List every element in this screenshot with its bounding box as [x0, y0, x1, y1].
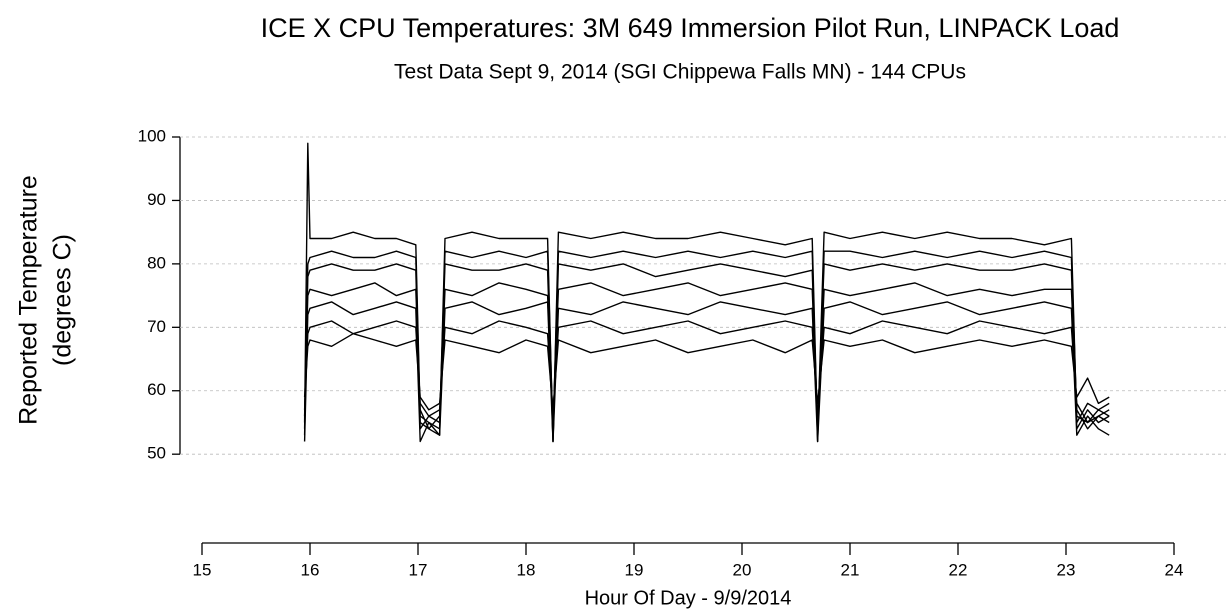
x-tick-label: 18 — [517, 560, 536, 579]
chart-subtitle: Test Data Sept 9, 2014 (SGI Chippewa Fal… — [394, 61, 966, 84]
x-tick-label: 16 — [301, 560, 320, 579]
x-tick-label: 15 — [193, 560, 212, 579]
series-line — [303, 263, 1110, 443]
series-line — [303, 333, 1110, 411]
series-line — [303, 142, 1110, 443]
series-line — [303, 301, 1110, 443]
y-tick-label: 90 — [147, 190, 166, 209]
y-tick-label: 60 — [147, 380, 166, 399]
series-line — [303, 250, 1110, 443]
y-tick-label: 80 — [147, 253, 166, 272]
y-axis-label: (degrees C) — [49, 234, 77, 366]
x-tick-label: 22 — [949, 560, 968, 579]
series-line — [303, 282, 1110, 430]
x-tick-label: 19 — [625, 560, 644, 579]
x-axis-label: Hour Of Day - 9/9/2014 — [585, 587, 792, 609]
y-tick-label: 100 — [138, 126, 166, 145]
y-tick-label: 50 — [147, 444, 166, 463]
series-line — [303, 320, 1110, 424]
x-tick-label: 17 — [409, 560, 428, 579]
x-tick-label: 21 — [841, 560, 860, 579]
x-tick-label: 23 — [1057, 560, 1076, 579]
x-tick-label: 20 — [733, 560, 752, 579]
chart-title: ICE X CPU Temperatures: 3M 649 Immersion… — [261, 13, 1120, 43]
x-tick-label: 24 — [1165, 560, 1184, 579]
y-tick-label: 70 — [147, 317, 166, 336]
y-axis-label: Reported Temperature — [15, 175, 43, 425]
